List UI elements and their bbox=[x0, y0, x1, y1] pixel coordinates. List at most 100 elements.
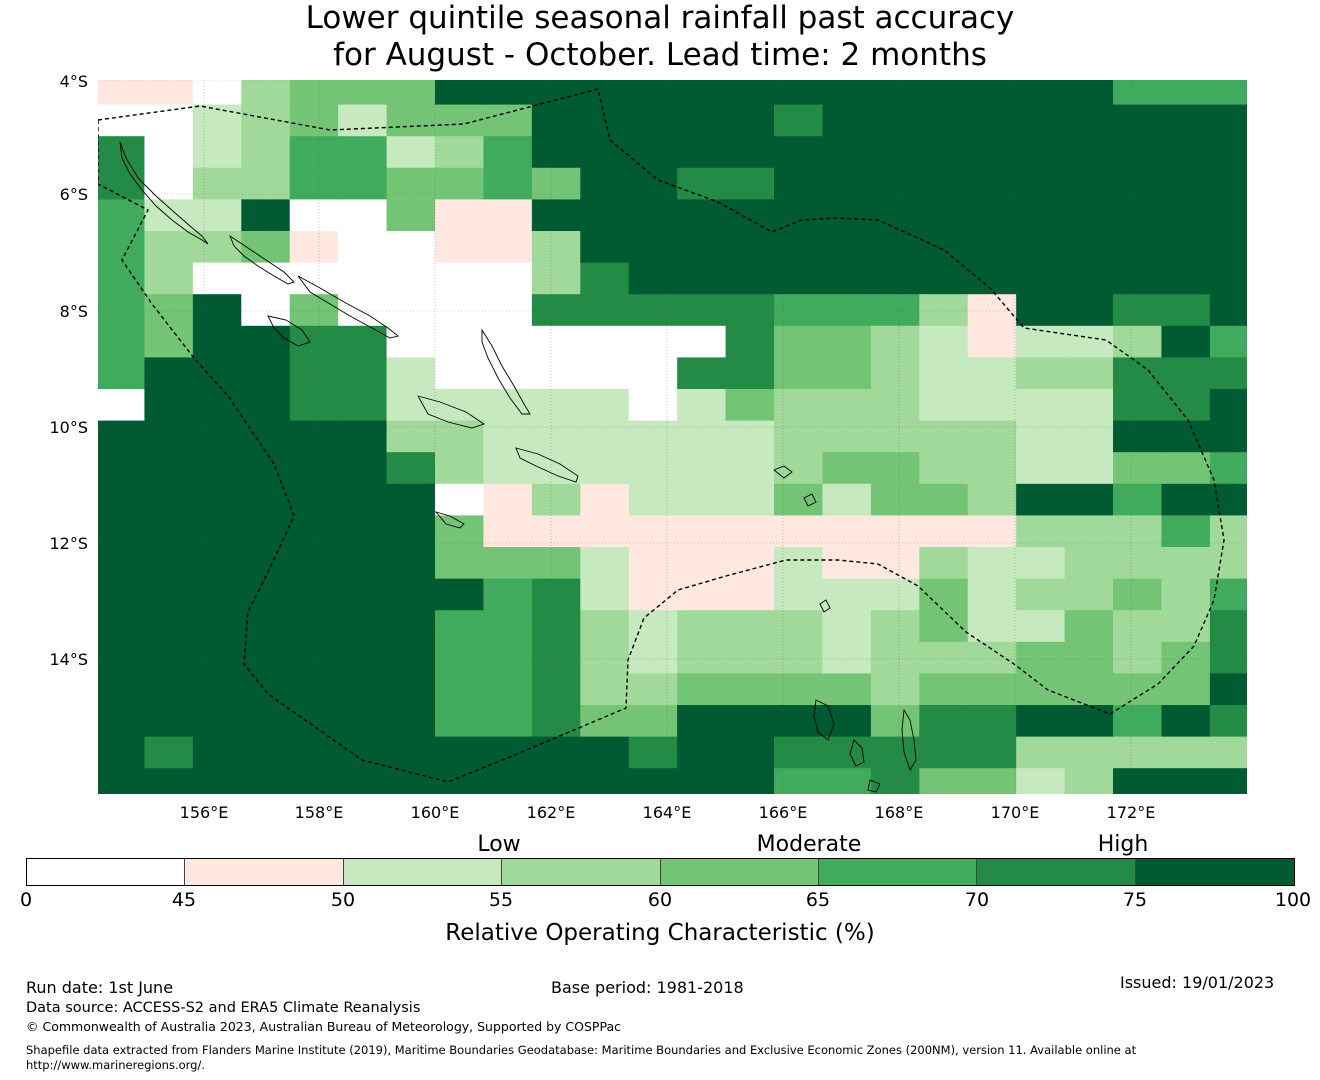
grid-cell bbox=[338, 389, 388, 422]
lat-label: 4°S bbox=[59, 72, 88, 91]
grid-cell bbox=[241, 420, 291, 453]
grid-cell bbox=[1209, 547, 1247, 580]
colorbar-label: Relative Operating Characteristic (%) bbox=[445, 920, 875, 946]
grid-cell bbox=[98, 452, 146, 485]
grid-cell bbox=[338, 483, 388, 516]
grid-cell bbox=[192, 547, 242, 580]
lon-label: 162°E bbox=[526, 803, 576, 822]
grid-cell bbox=[1064, 768, 1114, 794]
grid-cell bbox=[870, 641, 920, 674]
grid-cell bbox=[192, 515, 242, 548]
grid-cell bbox=[1016, 547, 1066, 580]
grid-cell bbox=[1064, 452, 1114, 485]
grid-cell bbox=[822, 389, 872, 422]
grid-cell bbox=[531, 104, 581, 137]
grid-cell bbox=[919, 231, 969, 264]
grid-cell bbox=[192, 641, 242, 674]
grid-cell bbox=[241, 136, 291, 169]
grid-cell bbox=[192, 578, 242, 611]
grid-cell bbox=[628, 705, 678, 738]
grid-cell bbox=[919, 294, 969, 327]
grid-cell bbox=[531, 262, 581, 295]
grid-cell bbox=[967, 705, 1017, 738]
colorbar-tick: 75 bbox=[1122, 889, 1148, 911]
grid-cell bbox=[628, 768, 678, 794]
colorbar-tick: 0 bbox=[19, 889, 33, 911]
colorbar-tick: 45 bbox=[171, 889, 197, 911]
grid-cell bbox=[1064, 547, 1114, 580]
grid-cell bbox=[483, 104, 533, 137]
grid-cell bbox=[870, 231, 920, 264]
grid-cell bbox=[628, 736, 678, 769]
grid-cell bbox=[870, 420, 920, 453]
lat-label: 6°S bbox=[59, 185, 88, 204]
new-georgia-coast bbox=[267, 315, 311, 347]
grid-cell bbox=[483, 136, 533, 169]
category-high: High bbox=[1097, 832, 1149, 857]
grid-cell bbox=[531, 610, 581, 643]
grid-cell bbox=[144, 389, 194, 422]
grid-cell bbox=[1161, 136, 1211, 169]
grid-cell bbox=[1113, 262, 1163, 295]
grid-cell bbox=[241, 104, 291, 137]
grid-cell bbox=[919, 136, 969, 169]
grid-cell bbox=[98, 294, 146, 327]
grid-cell bbox=[483, 199, 533, 232]
grid-cell bbox=[98, 389, 146, 422]
grid-cell bbox=[1113, 768, 1163, 794]
grid-cell bbox=[822, 136, 872, 169]
grid-cell bbox=[967, 80, 1017, 106]
grid-cell bbox=[289, 641, 339, 674]
lon-label: 172°E bbox=[1106, 803, 1156, 822]
grid-cell bbox=[386, 705, 436, 738]
grid-cell bbox=[919, 325, 969, 358]
grid-cell bbox=[967, 547, 1017, 580]
grid-cell bbox=[870, 389, 920, 422]
grid-cell bbox=[531, 389, 581, 422]
grid-cell bbox=[289, 136, 339, 169]
grid-cell bbox=[241, 673, 291, 706]
map-graticule bbox=[98, 80, 1247, 794]
grid-cell bbox=[580, 452, 630, 485]
copyright: © Commonwealth of Australia 2023, Austra… bbox=[26, 1019, 621, 1034]
grid-cell bbox=[144, 641, 194, 674]
grid-cell bbox=[1209, 736, 1247, 769]
colorbar-tick: 55 bbox=[488, 889, 514, 911]
grid-cell bbox=[1016, 136, 1066, 169]
grid-cell bbox=[192, 452, 242, 485]
grid-cell bbox=[338, 578, 388, 611]
grid-cell bbox=[1161, 483, 1211, 516]
grid-cell bbox=[144, 231, 194, 264]
grid-cell bbox=[1113, 547, 1163, 580]
grid-cell bbox=[483, 325, 533, 358]
makira-coast bbox=[515, 447, 579, 483]
grid-cell bbox=[1161, 262, 1211, 295]
grid-cell bbox=[144, 515, 194, 548]
banks-islands-coast bbox=[819, 599, 831, 613]
grid-cell bbox=[289, 483, 339, 516]
grid-cell bbox=[725, 136, 775, 169]
grid-cell bbox=[628, 104, 678, 137]
category-low: Low bbox=[477, 832, 521, 857]
grid-cell bbox=[483, 515, 533, 548]
grid-cell bbox=[580, 736, 630, 769]
grid-cell bbox=[289, 167, 339, 200]
grid-cell bbox=[1209, 452, 1247, 485]
grid-cell bbox=[1161, 80, 1211, 106]
grid-cell bbox=[192, 167, 242, 200]
grid-cell bbox=[1113, 610, 1163, 643]
grid-cell bbox=[919, 673, 969, 706]
grid-cell bbox=[822, 262, 872, 295]
grid-cell bbox=[677, 357, 727, 390]
grid-cell bbox=[967, 736, 1017, 769]
grid-cell bbox=[1209, 104, 1247, 137]
grid-cell bbox=[628, 325, 678, 358]
grid-cell bbox=[289, 547, 339, 580]
grid-cell bbox=[98, 515, 146, 548]
grid-cell bbox=[677, 736, 727, 769]
grid-cell bbox=[774, 357, 824, 390]
lon-label: 170°E bbox=[990, 803, 1040, 822]
colorbar-segment bbox=[660, 859, 819, 885]
lon-label: 156°E bbox=[179, 803, 229, 822]
grid-cell bbox=[1161, 610, 1211, 643]
